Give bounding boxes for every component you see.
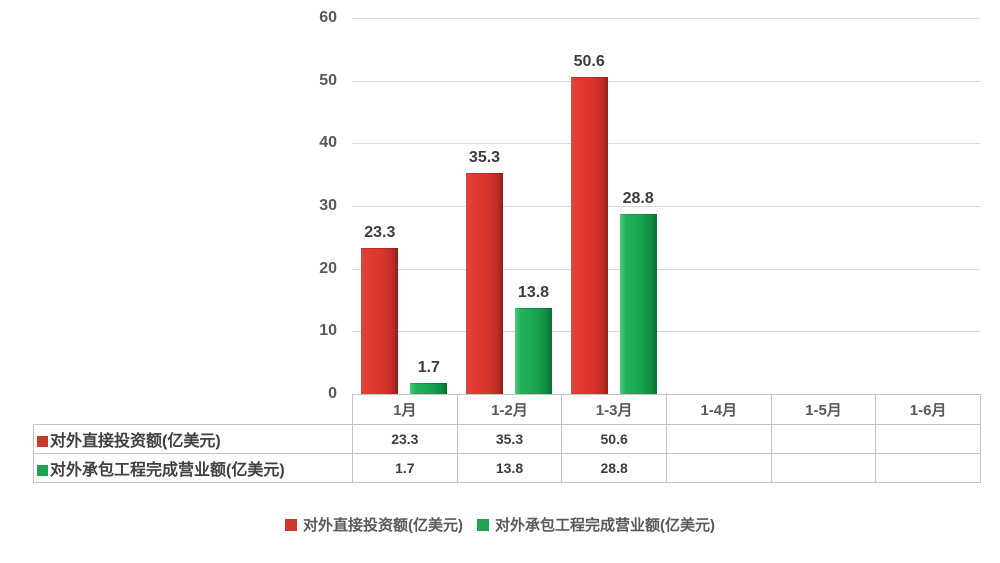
y-axis-tick-label: 40: [319, 134, 337, 152]
series-row: 对外承包工程完成营业额(亿美元) 1.7 13.8 28.8: [33, 453, 981, 483]
category-header-cell: 1-4月: [665, 394, 772, 425]
value-cell: 13.8: [456, 453, 563, 483]
legend-item: 对外承包工程完成营业额(亿美元): [477, 514, 715, 535]
gridline: [352, 18, 980, 19]
y-axis-tick-label: 30: [319, 197, 337, 214]
chart-legend: 对外直接投资额(亿美元) 对外承包工程完成营业额(亿美元): [0, 514, 1000, 535]
direct-investment-marker-icon: [37, 436, 48, 447]
category-header-cell: 1-3月: [561, 394, 667, 425]
legend-item-label: 对外直接投资额(亿美元): [303, 517, 463, 534]
bar-direct-investment: [570, 76, 608, 394]
gridline: [352, 143, 980, 145]
value-cell: 1.7: [352, 453, 458, 483]
category-header-cell: 1-2月: [456, 394, 563, 425]
category-header-cell: 1-6月: [875, 394, 981, 425]
bar-contracted-projects: [515, 307, 552, 394]
series-name-cell: 对外承包工程完成营业额(亿美元): [33, 453, 353, 483]
gridline: [352, 206, 980, 207]
value-cell: 35.3: [456, 424, 563, 454]
bar-value-label: 35.3: [468, 148, 501, 166]
category-header-row: 1月 1-2月 1-3月 1-4月 1-5月 1-6月: [34, 394, 981, 425]
bar-contracted-projects: [619, 213, 657, 394]
value-cell: [875, 424, 981, 454]
value-cell: [665, 453, 772, 483]
contracted-projects-marker-icon: [37, 465, 48, 476]
gridline: [352, 268, 980, 270]
value-cell: [770, 453, 877, 483]
value-cell: 28.8: [561, 453, 667, 483]
legend-item: 对外直接投资额(亿美元): [285, 514, 463, 535]
bar-direct-investment: [466, 172, 503, 394]
category-header-cell: 1月: [352, 394, 458, 425]
data-table: 1月 1-2月 1-3月 1-4月 1-5月 1-6月 对外直接投资额(亿美元) 23.3 35…: [33, 394, 981, 483]
y-axis-tick-label: 20: [319, 259, 337, 277]
gridline: [352, 80, 980, 82]
value-cell: 23.3: [352, 424, 458, 454]
bar-value-label: 23.3: [364, 223, 396, 241]
value-cell: [665, 424, 772, 454]
y-axis-tick-label: 0: [328, 385, 337, 402]
y-axis-tick-label: 50: [319, 71, 337, 89]
y-axis-tick-label: 10: [319, 322, 337, 340]
value-cell: [770, 424, 877, 454]
value-cell: 50.6: [561, 424, 667, 454]
gridline: [352, 331, 980, 333]
series-row: 对外直接投资额(亿美元) 23.3 35.3 50.6: [33, 424, 981, 454]
bar-value-label: 13.8: [517, 283, 550, 301]
category-header-cell: 1-5月: [770, 394, 877, 425]
legend-item-label: 对外承包工程完成营业额(亿美元): [495, 517, 715, 534]
value-cell: [875, 453, 981, 483]
legend-swatch-icon: [285, 518, 297, 531]
legend-swatch-icon: [477, 518, 489, 531]
series-name-cell: 对外直接投资额(亿美元): [33, 424, 353, 454]
bar-contracted-projects: [410, 383, 448, 394]
bar-value-label: 28.8: [622, 189, 654, 207]
bar-value-label: 1.7: [417, 359, 440, 377]
bar-direct-investment: [361, 247, 399, 394]
y-axis-tick-label: 60: [319, 9, 337, 26]
bar-value-label: 50.6: [573, 52, 605, 70]
table-corner-cell: [34, 395, 353, 425]
